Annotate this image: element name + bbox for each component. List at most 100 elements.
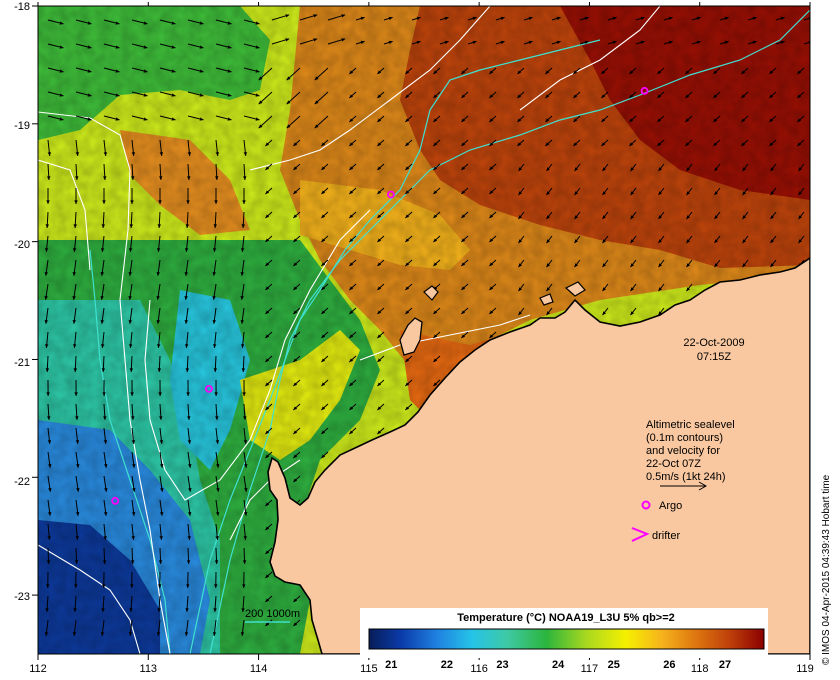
velocity-arrow-head <box>87 93 92 97</box>
velocity-arrow-head <box>44 272 49 276</box>
velocity-arrow-head <box>742 167 747 172</box>
velocity-arrow-head <box>160 488 164 492</box>
velocity-arrow-head <box>686 167 691 172</box>
velocity-arrow-head <box>686 239 691 244</box>
velocity-arrow-head <box>130 584 134 588</box>
axis-ticks <box>32 2 811 660</box>
velocity-arrow-head <box>341 14 346 18</box>
velocity-arrow-head <box>255 117 260 121</box>
velocity-arrow-head <box>630 263 635 268</box>
velocity-arrow-head <box>258 76 263 81</box>
velocity-arrow-head <box>472 16 477 21</box>
velocity-arrow-head <box>584 40 589 45</box>
velocity-arrow-head <box>349 286 354 291</box>
velocity-arrow-head <box>546 287 551 292</box>
velocity-arrow-head <box>321 142 326 147</box>
velocity-arrow-head <box>129 344 133 348</box>
velocity-arrow-head <box>405 118 410 123</box>
lat-tick-22: -22 <box>14 476 30 488</box>
velocity-arrow-head <box>293 214 298 219</box>
velocity-arrow-head <box>48 464 52 468</box>
velocity-arrow-head <box>215 536 219 540</box>
velocity-arrow-head <box>293 478 298 483</box>
colorbar-tick-label: 24 <box>552 659 565 671</box>
velocity-arrow-head <box>602 263 607 268</box>
argo-float-marker <box>111 496 120 505</box>
velocity-arrow-head <box>156 296 160 300</box>
lon-tick-115: 115 <box>360 663 378 675</box>
velocity-arrow-head <box>103 536 107 540</box>
velocity-arrow-head <box>658 311 663 316</box>
velocity-arrow-head <box>686 263 691 268</box>
velocity-arrow-head <box>286 76 291 81</box>
velocity-arrow-head <box>713 118 718 123</box>
velocity-arrow-head <box>76 464 80 468</box>
velocity-arrow-head <box>770 215 775 220</box>
velocity-arrow-head <box>44 320 49 324</box>
velocity-arrow-head <box>500 16 505 21</box>
velocity-arrow-head <box>489 118 494 123</box>
velocity-arrow-head <box>798 167 803 172</box>
velocity-arrow-head <box>143 45 148 49</box>
velocity-arrow-head <box>75 440 80 444</box>
velocity-arrow-head <box>59 69 64 73</box>
velocity-arrow-head <box>212 272 217 276</box>
velocity-arrow-head <box>742 239 747 244</box>
velocity-arrow-head <box>713 142 718 147</box>
velocity-arrow-head <box>349 118 354 123</box>
velocity-arrow-head <box>101 608 105 612</box>
velocity-arrow-head <box>573 142 578 147</box>
velocity-arrow-head <box>797 142 802 147</box>
velocity-arrow-head <box>658 239 663 244</box>
velocity-arrow-head <box>405 358 410 363</box>
velocity-arrow-head <box>293 142 298 147</box>
velocity-arrow-head <box>185 368 190 372</box>
velocity-arrow-head <box>489 142 494 147</box>
legend-line-2: (0.1m contours) <box>646 432 723 444</box>
velocity-arrow-head <box>797 118 802 123</box>
velocity-arrow-head <box>601 118 606 123</box>
velocity-arrow-head <box>184 248 189 252</box>
velocity-arrow-head <box>171 69 176 73</box>
velocity-arrow-head <box>214 560 219 564</box>
velocity-arrow-head <box>132 464 136 468</box>
velocity-arrow-head <box>75 416 79 420</box>
colorbar-tick-label: 26 <box>663 659 675 671</box>
velocity-arrow-head <box>657 142 662 147</box>
island-small-3 <box>539 293 554 306</box>
velocity-arrow-head <box>685 70 690 75</box>
velocity-arrow-head <box>186 584 190 588</box>
velocity-arrow-head <box>240 296 244 300</box>
legend-arrow-icon <box>660 481 708 491</box>
velocity-arrow-head <box>629 142 634 147</box>
velocity-arrow-head <box>199 45 204 49</box>
velocity-arrow-head <box>741 142 746 147</box>
velocity-arrow-head <box>349 142 354 147</box>
velocity-arrow-head <box>240 632 245 636</box>
velocity-arrow-head <box>724 16 729 21</box>
velocity-arrow-head <box>685 94 690 99</box>
velocity-arrow-head <box>573 70 578 75</box>
velocity-arrow-head <box>377 214 382 219</box>
velocity-arrow-head <box>47 416 51 420</box>
velocity-arrow-head <box>630 215 635 220</box>
depth-legend-label: 200 1000m <box>245 608 300 620</box>
velocity-arrow-head <box>321 454 326 459</box>
velocity-arrow-head <box>780 40 785 45</box>
velocity-arrow-head <box>87 69 92 73</box>
velocity-arrow-head <box>216 488 220 492</box>
velocity-arrow-head <box>293 598 298 603</box>
velocity-arrow-head <box>75 512 80 516</box>
velocity-arrow-head <box>489 70 494 75</box>
velocity-arrow-head <box>265 382 270 387</box>
velocity-arrow-head <box>265 334 270 339</box>
velocity-arrow-head <box>314 76 319 81</box>
velocity-arrow-head <box>130 392 134 396</box>
velocity-arrow-head <box>602 215 607 220</box>
velocity-arrow-head <box>461 70 466 75</box>
velocity-arrow-head <box>74 584 78 588</box>
velocity-arrow-head <box>293 382 298 387</box>
velocity-arrow-head <box>212 248 217 252</box>
velocity-arrow-head <box>159 152 164 156</box>
velocity-arrow-head <box>545 142 550 147</box>
